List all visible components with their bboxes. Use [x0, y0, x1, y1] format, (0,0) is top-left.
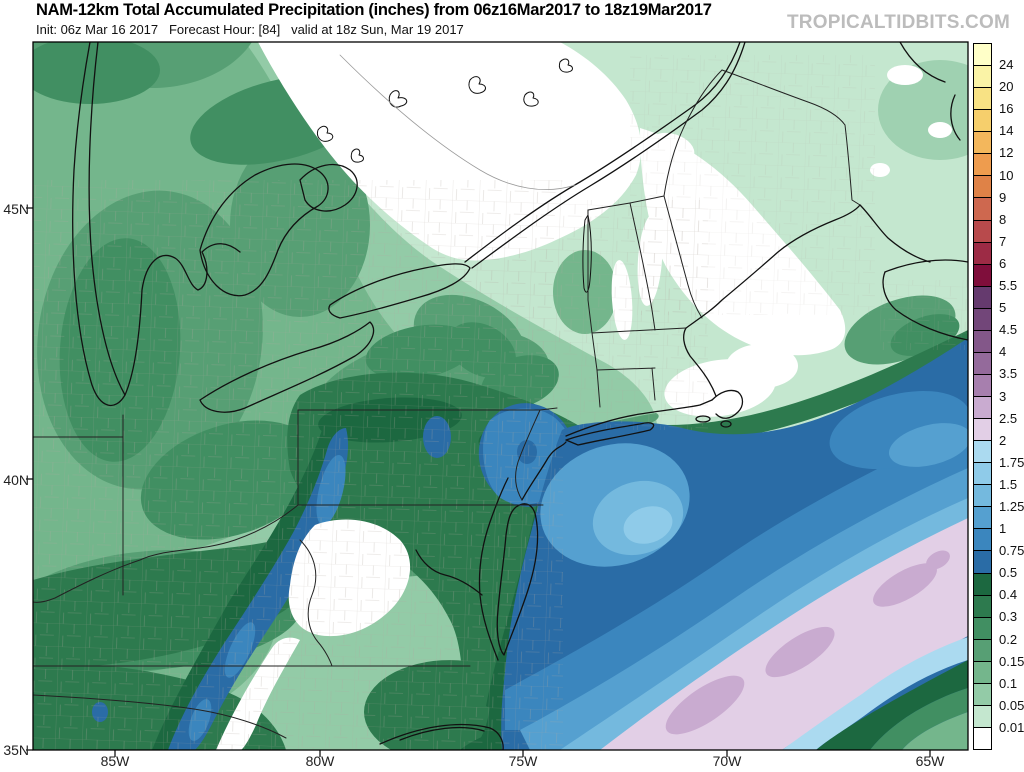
- colorbar-tick-label: 0.1: [999, 675, 1018, 691]
- colorbar-segment: [974, 87, 991, 110]
- colorbar-tick-label: 6: [999, 255, 1007, 271]
- precip-region: [520, 468, 968, 750]
- colorbar-tick-label: 4.5: [999, 322, 1018, 338]
- colorbar-tick-label: 24: [999, 57, 1014, 73]
- colorbar-tick-label: 0.4: [999, 587, 1018, 603]
- colorbar-tick-label: 1: [999, 521, 1007, 537]
- precip-region: [928, 122, 952, 138]
- colorbar-segment: [974, 594, 991, 617]
- y-axis-label-45N: 45N: [3, 201, 29, 217]
- colorbar-segment: [974, 373, 991, 396]
- colorbar-tick-label: 7: [999, 233, 1007, 249]
- colorbar-tick-label: 1.5: [999, 476, 1018, 492]
- map-title: NAM-12km Total Accumulated Precipitation…: [36, 1, 712, 19]
- colorbar-segment: [974, 109, 991, 132]
- colorbar-segment: [974, 506, 991, 529]
- colorbar-tick-label: 0.5: [999, 565, 1018, 581]
- colorbar-segment: [974, 131, 991, 154]
- colorbar-segment: [974, 153, 991, 176]
- colorbar-segment: [974, 638, 991, 661]
- colorbar-segment: [974, 528, 991, 551]
- colorbar-tick-label: 1.75: [999, 454, 1024, 470]
- colorbar-segment: [974, 44, 991, 66]
- colorbar-tick-label: 5.5: [999, 278, 1018, 294]
- x-axis-label-70W: 70W: [712, 753, 742, 769]
- colorbar-segment: [974, 175, 991, 198]
- precip-region: [887, 65, 923, 85]
- axis-ticks: [26, 207, 931, 757]
- colorbar-segment: [974, 396, 991, 419]
- colorbar-segment: [974, 65, 991, 88]
- precip-region: [726, 344, 798, 388]
- colorbar-segment: [974, 307, 991, 330]
- precip-region: [782, 637, 968, 750]
- colorbar-tick-label: 3.5: [999, 366, 1018, 382]
- colorbar-tick-label: 10: [999, 167, 1014, 183]
- colorbar-segment: [974, 351, 991, 374]
- colorbar-segment: [974, 572, 991, 595]
- precip-region: [902, 712, 968, 750]
- colorbar-tick-label: 14: [999, 123, 1014, 139]
- tropicaltidbits-watermark: TROPICALTIDBITS.COM: [787, 12, 1010, 33]
- colorbar-tick-label: 20: [999, 79, 1014, 95]
- boundaries-layer: [72, 42, 968, 750]
- precip-colorbar: [973, 43, 992, 750]
- colorbar-tick-label: 4: [999, 344, 1007, 360]
- colorbar-tick-label: 0.01: [999, 719, 1024, 735]
- colorbar-tick-label: 2: [999, 432, 1007, 448]
- precip-region: [765, 626, 835, 678]
- colorbar-segment: [974, 329, 991, 352]
- colorbar-tick-label: 3: [999, 388, 1007, 404]
- colorbar-segment: [974, 682, 991, 705]
- precip-region: [926, 550, 950, 570]
- colorbar-segment: [974, 550, 991, 573]
- precip-region: [505, 425, 968, 730]
- y-axis-label-40N: 40N: [3, 472, 29, 488]
- colorbar-segment: [974, 285, 991, 308]
- colorbar-tick-label: 1.25: [999, 498, 1024, 514]
- colorbar-tick-label: 16: [999, 101, 1014, 117]
- map-frame: [26, 41, 969, 757]
- precip-region: [873, 563, 937, 607]
- colorbar-segment: [974, 440, 991, 463]
- precip-region: [665, 675, 745, 735]
- precip-region: [870, 688, 968, 750]
- colorbar-segment: [974, 462, 991, 485]
- colorbar-tick-label: 12: [999, 145, 1014, 161]
- colorbar-segment: [974, 616, 991, 639]
- colorbar-tick-label: 0.15: [999, 653, 1024, 669]
- x-axis-label-80W: 80W: [305, 753, 335, 769]
- colorbar-segment: [974, 263, 991, 286]
- x-axis-label-65W: 65W: [915, 753, 945, 769]
- colorbar-tick-label: 8: [999, 211, 1007, 227]
- colorbar-segment: [974, 660, 991, 683]
- colorbar-segment: [974, 484, 991, 507]
- precip-region: [560, 498, 968, 750]
- colorbar-tick-label: 0.75: [999, 543, 1024, 559]
- colorbar-tick-label: 5: [999, 300, 1007, 316]
- colorbar-segment: [974, 418, 991, 441]
- colorbar-tick-label: 0.05: [999, 697, 1024, 713]
- x-axis-label-75W: 75W: [508, 753, 538, 769]
- colorbar-tick-label: 0.3: [999, 609, 1018, 625]
- precip-region: [816, 660, 968, 750]
- x-axis-label-85W: 85W: [100, 753, 130, 769]
- colorbar-tick-label: 9: [999, 189, 1007, 205]
- colorbar-segment: [974, 241, 991, 264]
- colorbar-segment: [974, 704, 991, 727]
- colorbar-segment: [974, 197, 991, 220]
- colorbar-tick-label: 2.5: [999, 410, 1018, 426]
- y-axis-label-35N: 35N: [3, 742, 29, 758]
- precip-region: [888, 423, 968, 467]
- colorbar-segment: [974, 219, 991, 242]
- precip-region: [600, 518, 968, 750]
- precip-region: [623, 506, 673, 544]
- colorbar-tick-label: 0.2: [999, 631, 1018, 647]
- precip-region: [33, 42, 160, 104]
- map-init-valid-line: Init: 06z Mar 16 2017 Forecast Hour: [84…: [36, 22, 464, 37]
- state-borders-layer: [33, 54, 861, 739]
- colorbar-segment: [974, 726, 991, 749]
